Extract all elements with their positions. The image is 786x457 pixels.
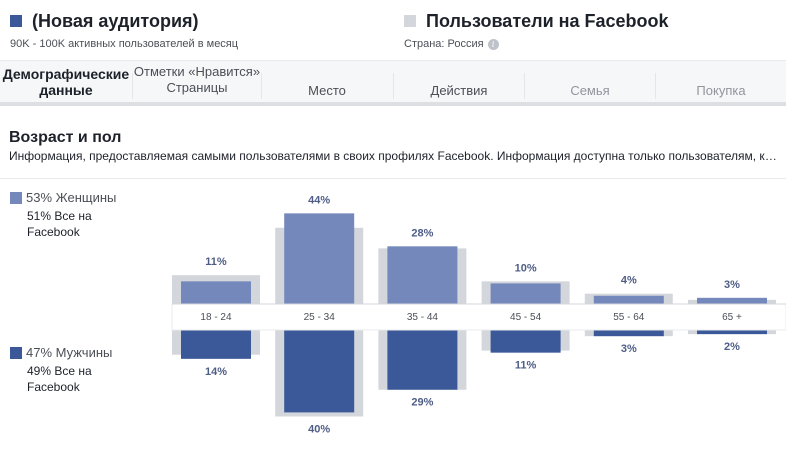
data-label-women: 4% [621,275,637,287]
tab-activity[interactable]: Действия [430,82,488,98]
tab-bar: Демографические данные Отметки «Нравится… [0,60,786,104]
audience-size: 90K - 100K активных пользователей в меся… [10,38,239,50]
age-axis-band [171,303,786,331]
audience-header: (Новая аудитория) 90K - 100K активных по… [0,0,786,60]
section-divider [0,178,786,179]
data-label-men: 14% [205,366,227,378]
audience-color-square [10,15,22,27]
data-label-men: 11% [515,360,537,372]
tab-family[interactable]: Семья [570,82,610,98]
age-tick-label: 25 - 34 [304,312,336,323]
bar-men [387,330,458,390]
bar-women [490,283,561,304]
bar-men [284,330,355,413]
age-tick-label: 45 - 54 [510,312,542,323]
data-label-men: 40% [308,424,330,436]
bar-women [593,295,664,304]
women-color-square [10,191,22,204]
selected-audience: (Новая аудитория) 90K - 100K активных по… [10,10,238,50]
tab-page-likes[interactable]: Отметки «Нравится» Страницы [133,64,261,95]
tab-demographics[interactable]: Демографические данные [2,66,130,98]
benchmark-country: Страна: Россия [404,38,484,50]
data-label-women: 3% [724,279,740,291]
tab-purchase[interactable]: Покупка [696,82,746,98]
info-icon[interactable]: i [487,38,499,50]
tab-underline [0,102,786,106]
bar-men [490,330,561,353]
benchmark-color-square [404,15,416,27]
age-tick-label: 35 - 44 [407,312,439,323]
legend-women-benchmark: 51% Все на Facebook [27,209,92,239]
data-label-men: 2% [724,341,740,353]
tab-location[interactable]: Место [308,82,346,98]
data-label-men: 3% [621,343,637,355]
age-tick-label: 55 - 64 [613,312,645,323]
bar-men [697,330,767,335]
data-label-men: 29% [411,397,433,409]
section-title: Возраст и пол [9,129,122,146]
audience-title: (Новая аудитория) [32,10,199,31]
bar-women [697,297,767,304]
benchmark-title: Пользователи на Facebook [426,10,669,31]
men-color-square [10,346,22,359]
data-label-women: 28% [411,227,433,239]
data-label-women: 10% [515,262,537,274]
bar-women [284,213,355,304]
age-tick-label: 65 + [722,312,742,323]
legend-men: 47% Мужчины 49% Все на Facebook [10,345,112,395]
legend-women-label: 53% Женщины [26,190,117,205]
bar-men [593,330,664,337]
legend-men-benchmark: 49% Все на Facebook [27,364,92,394]
bar-women [387,246,458,304]
legend-women: 53% Женщины 51% Все на Facebook [10,190,116,240]
bar-men [181,330,251,359]
bar-women [181,281,251,304]
legend-men-label: 47% Мужчины [26,345,113,360]
data-label-women: 44% [308,194,330,206]
benchmark-audience: Пользователи на Facebook Страна: Россия … [404,10,669,50]
data-label-women: 11% [205,256,227,268]
age-tick-label: 18 - 24 [200,312,232,323]
